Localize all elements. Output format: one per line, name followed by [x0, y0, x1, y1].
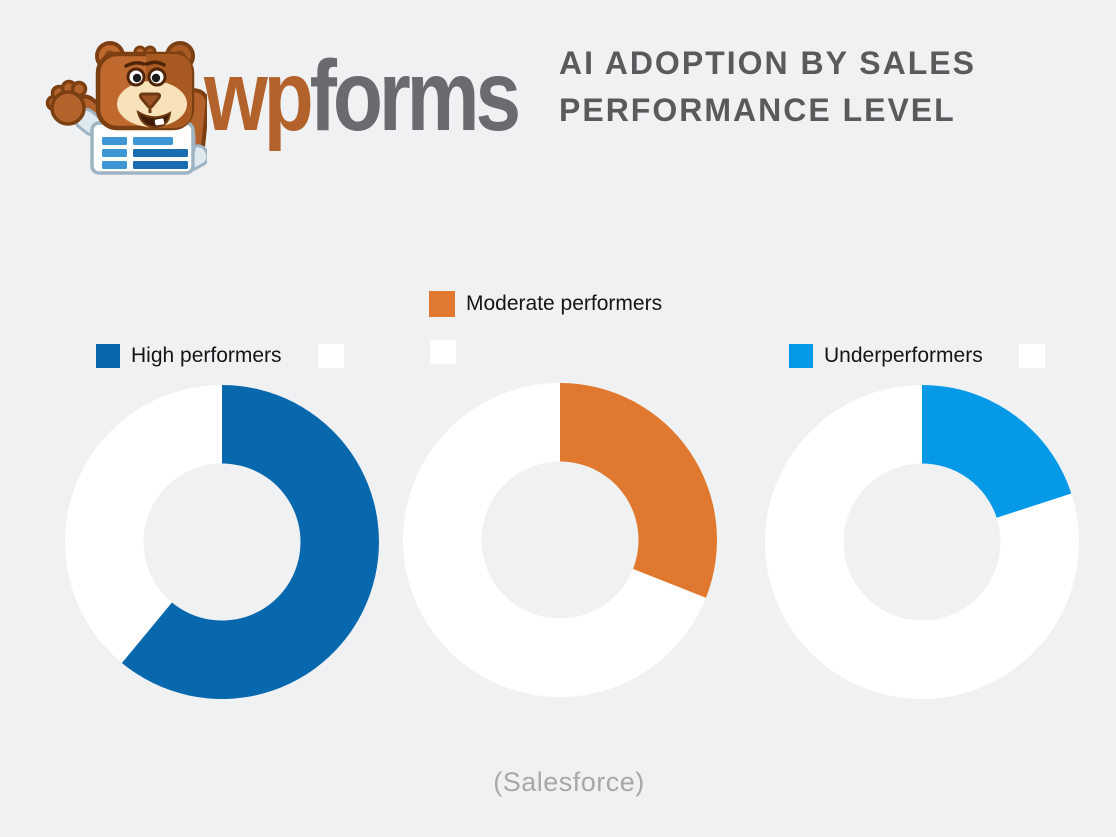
legend-label-high-performers: High performers	[131, 344, 282, 367]
bear-waving-paw	[45, 79, 88, 126]
legend-underperformers: Underperformers	[789, 344, 1045, 368]
legend-swatch-high-performers	[96, 344, 120, 368]
title-line-2: PERFORMANCE LEVEL	[559, 92, 956, 128]
wordmark-wp: wp	[204, 40, 314, 152]
donut-chart-high-performers	[65, 385, 379, 699]
legend-label-moderate-performers: Moderate performers	[466, 292, 663, 315]
legend-label-underperformers: Underperformers	[824, 344, 983, 367]
wpforms-wordmark: wpforms	[204, 46, 521, 146]
wpforms-bear-mascot-icon	[45, 41, 207, 175]
legend-swatch-moderate-performers	[429, 291, 455, 317]
legend-swatch-remainder-high	[317, 344, 344, 368]
legend-remainder-moderate	[430, 340, 456, 364]
title-line-1: AI ADOPTION BY SALES	[559, 45, 976, 81]
source-caption: (Salesforce)	[493, 767, 645, 797]
donut-chart-underperformers	[765, 385, 1079, 699]
page-title: AI ADOPTION BY SALES PERFORMANCE LEVEL	[559, 40, 976, 134]
legend-swatch-underperformers	[789, 344, 813, 368]
wordmark-forms: forms	[309, 40, 521, 152]
legend-swatch-remainder-moderate	[430, 340, 456, 364]
legend-swatch-remainder-under	[1018, 344, 1045, 368]
legend-high-performers: High performers	[96, 344, 344, 368]
bear-head	[95, 41, 195, 131]
legend-moderate-performers: Moderate performers	[429, 291, 662, 317]
form-card	[90, 121, 195, 175]
donut-chart-moderate-performers	[403, 383, 717, 697]
